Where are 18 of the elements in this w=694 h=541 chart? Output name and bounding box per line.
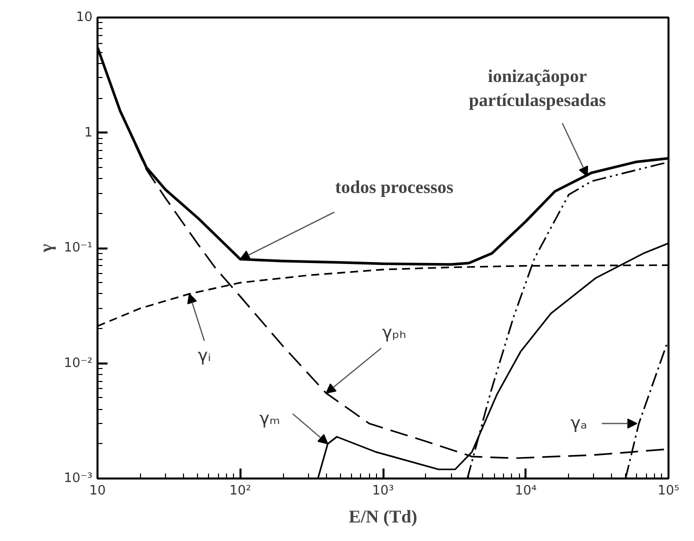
x-tick-label: 10² [229,484,252,498]
annotation: ionizaçãopor partículaspesadas [468,66,606,110]
y-tick-label: 10⁻² [64,356,93,371]
x-tick-label: 10 [89,484,106,498]
x-tick-label: 10⁵ [658,484,680,498]
annotation: γᵢ [198,346,211,366]
y-tick-label: 10⁻¹ [64,240,93,256]
x-tick-label: 10³ [372,484,394,498]
annotation: γₘ [259,408,280,429]
y-tick-label: 10 [76,10,93,25]
y-axis-title: γ [36,243,56,254]
x-axis-title: E/N (Td) [348,506,418,526]
annotation: todos processos [335,177,454,198]
annotation: γₚₕ [382,323,406,344]
y-tick-label: 1 [84,125,93,140]
y-tick-label: 10⁻³ [64,471,93,486]
annotation: γₐ [570,414,588,434]
x-tick-label: 10⁴ [514,484,537,498]
